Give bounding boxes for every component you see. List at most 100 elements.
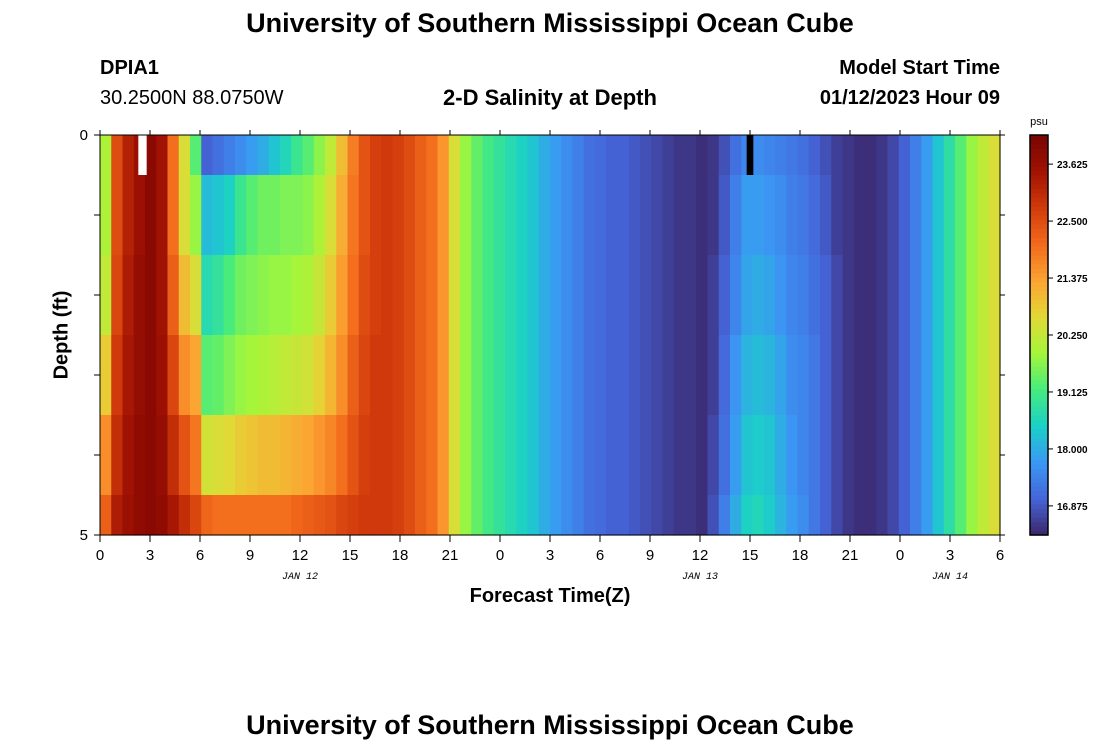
heatmap-cell [640,495,652,536]
heatmap-cell [482,255,495,336]
heatmap-cell [943,135,956,176]
colorbar-segment [1030,326,1048,332]
heatmap-cell [651,335,664,416]
heatmap-cell [538,175,551,256]
heatmap-cell [820,415,832,496]
colorbar-segment [1030,281,1048,287]
heatmap-cell [448,335,461,416]
colorbar-segment [1030,406,1048,412]
heatmap-cell [100,495,112,536]
heatmap-cell [257,415,270,496]
heatmap-cell [190,415,202,496]
heatmap-cell [763,175,776,256]
heatmap-cell [921,175,934,256]
colorbar-segment [1030,312,1048,318]
heatmap-cell [730,135,742,176]
heatmap-cell [246,255,259,336]
heatmap-cell [786,255,799,336]
heatmap-cell [797,175,810,256]
x-tick-label: 0 [496,547,504,564]
heatmap-cell [628,135,641,176]
heatmap-cell [583,135,596,176]
colorbar-segment [1030,432,1048,438]
heatmap-cell [156,175,169,256]
heatmap-cell [943,175,956,256]
heatmap-cell [370,255,382,336]
heatmap-cell [876,255,889,336]
heatmap-cell [178,335,191,416]
heatmap-cell [887,175,900,256]
heatmap-cell [460,175,472,256]
heatmap-cell [707,495,720,536]
heatmap-cell [955,495,967,536]
heatmap-cell [685,175,697,256]
heatmap-cell [853,255,866,336]
heatmap-cell [145,335,157,416]
heatmap-cell [595,255,607,336]
heatmap-cell [167,255,180,336]
heatmap-cell [156,335,169,416]
heatmap-cell [426,415,439,496]
heatmap-cell [696,495,709,536]
heatmap-cell [167,135,180,176]
heatmap-cell [831,415,844,496]
heatmap-cell [313,495,326,536]
heatmap-cell [696,255,709,336]
heatmap-cell [943,495,956,536]
heatmap-cell [403,495,416,536]
heatmap-cell [336,135,349,176]
heatmap-cell [685,335,697,416]
heatmap-cell [358,495,371,536]
heatmap-cell [505,255,517,336]
heatmap-cell [280,175,292,256]
heatmap-cell [820,255,832,336]
colorbar-segment [1030,237,1048,243]
heatmap-cell [966,135,979,176]
heatmap-cell [325,335,337,416]
colorbar-segment [1030,335,1048,341]
heatmap-cell [505,175,517,256]
heatmap-cell [516,415,529,496]
heatmap-cell [673,255,686,336]
heatmap-cell [460,415,472,496]
heatmap-cell [111,415,124,496]
heatmap-cell [718,495,731,536]
colorbar-segment [1030,468,1048,474]
heatmap-cell [448,495,461,536]
heatmap-cell [898,135,911,176]
heatmap-cell [595,495,607,536]
heatmap-cell [538,415,551,496]
heatmap-cell [853,175,866,256]
heatmap-cell [268,415,281,496]
heatmap-cell [313,255,326,336]
heatmap-cell [628,175,641,256]
heatmap-cell [752,255,765,336]
heatmap-cell [471,415,484,496]
heatmap-cell [505,135,517,176]
heatmap-cell [887,255,900,336]
x-tick-label: 6 [196,547,204,564]
x-tick-label: 12 [692,547,709,564]
heatmap-cell [111,495,124,536]
heatmap-cell [640,335,652,416]
colorbar-segment [1030,321,1048,327]
heatmap-cell [325,175,337,256]
heatmap-cell [145,175,157,256]
heatmap-cell [876,335,889,416]
heatmap-cell [370,135,382,176]
heatmap-cell [235,415,247,496]
heatmap-cell [381,175,394,256]
heatmap-cell [898,495,911,536]
heatmap-cell [145,135,157,176]
colorbar-segment [1030,428,1048,434]
heatmap-cell [437,255,450,336]
heatmap-cell [257,255,270,336]
heatmap-cell [347,135,360,176]
heatmap-cell [426,135,439,176]
heatmap-cell [527,335,540,416]
heatmap-cell [572,335,585,416]
heatmap-cell [471,335,484,416]
heatmap-cell [797,335,810,416]
heatmap-cell [583,495,596,536]
colorbar-segment [1030,290,1048,296]
